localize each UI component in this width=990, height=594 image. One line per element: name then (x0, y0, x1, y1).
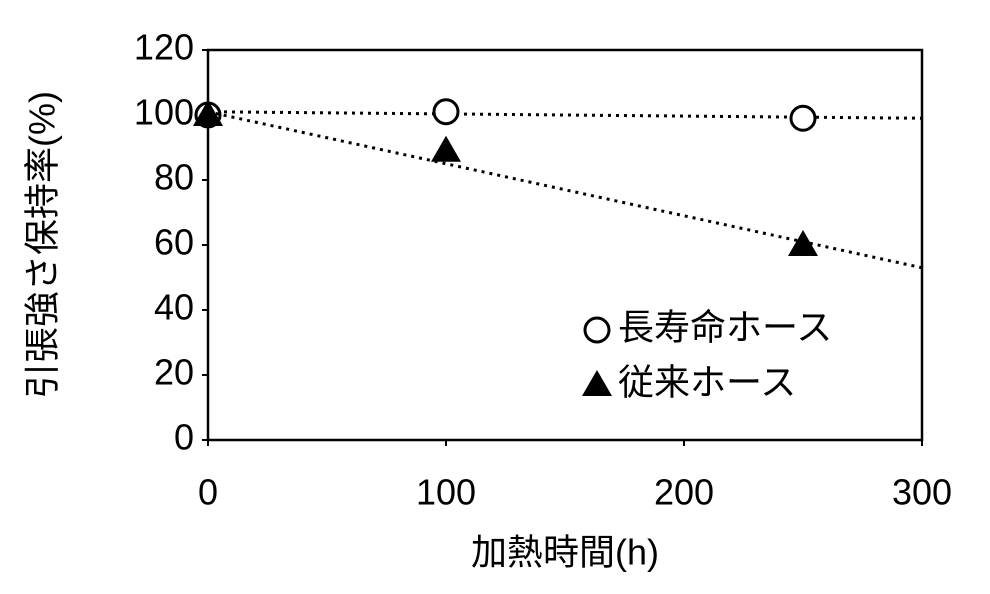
legend-marker (582, 370, 612, 396)
y-tick-label: 0 (174, 417, 194, 458)
data-point (432, 98, 460, 126)
data-point (788, 230, 818, 256)
y-tick-label: 120 (134, 27, 194, 68)
trendline (207, 110, 923, 270)
y-axis-label: 引張強さ保持率(%) (22, 91, 63, 399)
x-tick-label: 0 (198, 472, 218, 513)
data-point (431, 135, 461, 162)
y-tick-label: 40 (154, 287, 194, 328)
x-tick-label: 300 (892, 472, 952, 513)
y-tick-label: 80 (154, 157, 194, 198)
y-tick-label: 100 (134, 92, 194, 133)
x-tick-label: 100 (416, 472, 476, 513)
plot-frame (206, 48, 924, 442)
x-tick-label: 200 (654, 472, 714, 513)
legend-marker (583, 316, 611, 344)
legend-label: 従来ホース (618, 362, 796, 403)
data-point (193, 100, 223, 126)
x-axis-label: 加熱時間(h) (471, 532, 659, 573)
data-point (789, 104, 817, 132)
y-tick-label: 60 (154, 222, 194, 263)
legend-label: 長寿命ホース (618, 307, 832, 348)
y-tick-label: 20 (154, 352, 194, 393)
